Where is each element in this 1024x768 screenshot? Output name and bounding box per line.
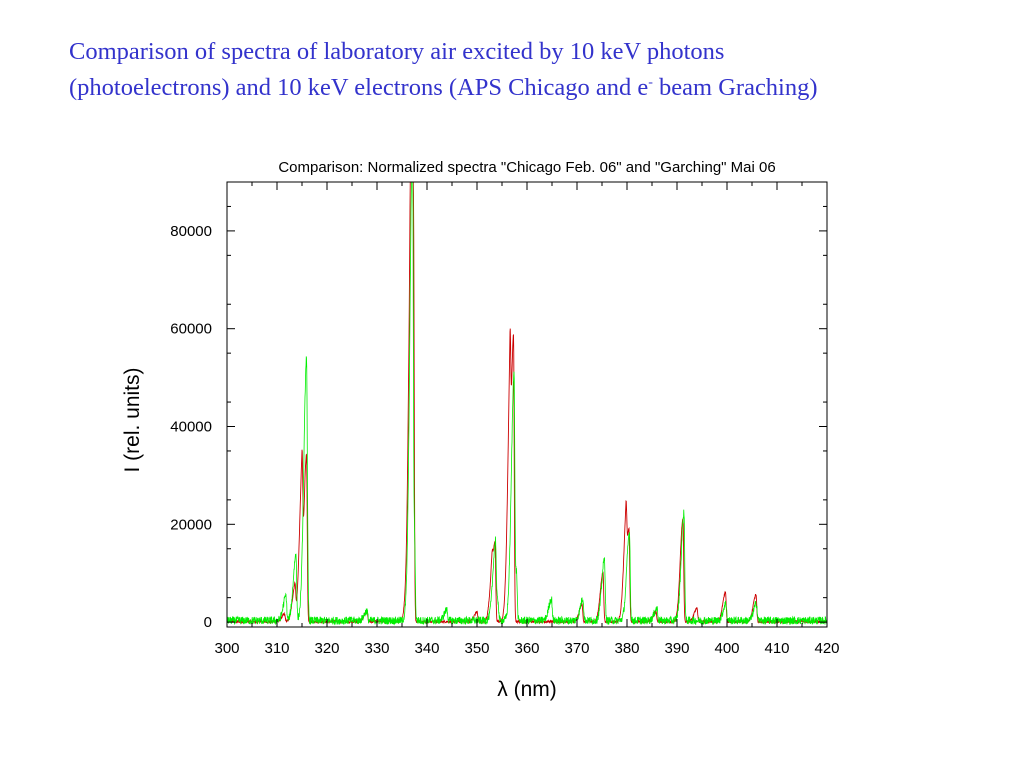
x-tick-label: 370 xyxy=(564,640,589,657)
y-tick-label: 20000 xyxy=(170,516,212,533)
y-axis-label: I (rel. units) xyxy=(121,367,144,472)
x-tick-label: 320 xyxy=(314,640,339,657)
series-line-1 xyxy=(226,181,828,625)
series-line-2 xyxy=(226,181,828,626)
x-tick-label: 340 xyxy=(414,640,439,657)
x-axis-label: λ (nm) xyxy=(497,678,557,701)
y-tick-label: 0 xyxy=(204,614,212,631)
x-tick-label: 350 xyxy=(464,640,489,657)
x-tick-label: 300 xyxy=(214,640,239,657)
plot-series-group xyxy=(226,181,828,626)
slide-title-line-2: (photoelectrons) and 10 keV electrons (A… xyxy=(69,70,1009,106)
y-axis: 0 20000 40000 60000 80000 xyxy=(170,205,827,631)
y-tick-label: 60000 xyxy=(170,321,212,338)
y-tick-label: 40000 xyxy=(170,419,212,436)
slide-title-line-2-end: beam Graching) xyxy=(652,74,818,101)
slide-title-electron-superscript: - xyxy=(648,75,653,90)
x-tick-label: 380 xyxy=(614,640,639,657)
x-tick-label: 400 xyxy=(714,640,739,657)
plot-frame xyxy=(226,181,828,628)
slide-title: Comparison of spectra of laboratory air … xyxy=(69,34,1009,106)
x-tick-label: 390 xyxy=(664,640,689,657)
slide-title-line-2-start: (photoelectrons) and 10 keV electrons (A… xyxy=(69,74,649,101)
chart-title: Comparison: Normalized spectra "Chicago … xyxy=(278,159,775,176)
x-tick-label: 310 xyxy=(264,640,289,657)
slide-title-line-1: Comparison of spectra of laboratory air … xyxy=(69,38,725,65)
x-tick-label: 330 xyxy=(364,640,389,657)
y-tick-label: 80000 xyxy=(170,223,212,240)
x-tick-label: 360 xyxy=(514,640,539,657)
x-tick-label: 410 xyxy=(764,640,789,657)
x-axis: 300 310 320 330 340 350 360 370 380 390 400 410 420 xyxy=(214,182,840,657)
x-tick-label: 420 xyxy=(814,640,839,657)
